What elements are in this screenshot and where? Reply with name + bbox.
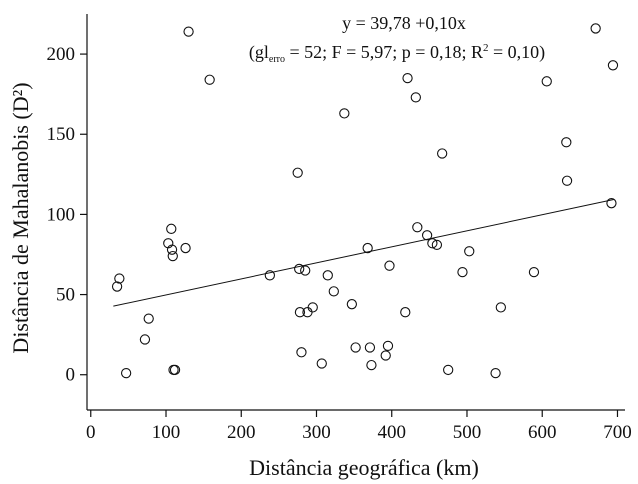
data-point <box>437 148 448 159</box>
stats-subscript: erro <box>269 54 285 65</box>
data-point <box>606 198 617 209</box>
stats-prefix: (gl <box>249 42 269 63</box>
data-point <box>120 367 132 379</box>
data-point <box>204 74 215 85</box>
data-point <box>328 286 339 297</box>
data-point <box>180 242 191 254</box>
data-point <box>464 246 475 257</box>
data-point <box>346 299 358 310</box>
x-tick-label: 600 <box>528 422 557 443</box>
y-tick-label: 0 <box>66 365 76 386</box>
data-point <box>183 26 194 37</box>
data-point <box>322 270 333 281</box>
data-point <box>264 270 275 281</box>
data-point <box>443 364 454 376</box>
data-point <box>382 340 394 352</box>
data-point <box>350 342 361 353</box>
data-point <box>163 238 174 249</box>
data-point <box>364 342 376 353</box>
data-point <box>139 334 151 345</box>
data-point <box>590 23 601 34</box>
stats-suffix: = 0,10) <box>488 42 545 63</box>
data-point <box>300 265 311 276</box>
regression-equation: y = 39,78 +0,10x <box>342 13 466 33</box>
data-point <box>431 239 443 251</box>
data-point <box>114 273 125 284</box>
data-point <box>561 175 573 186</box>
data-point <box>143 313 154 324</box>
y-tick-label: 50 <box>56 285 75 306</box>
data-point <box>607 60 619 71</box>
data-point <box>111 281 123 292</box>
data-point <box>339 108 350 119</box>
x-tick-label: 100 <box>152 422 181 443</box>
data-point <box>412 222 423 233</box>
data-point <box>166 223 177 234</box>
data-point <box>541 76 552 87</box>
data-point <box>384 260 395 271</box>
regression-stats: (glerro = 52; F = 5,97; p = 0,18; R2 = 0… <box>249 42 545 65</box>
data-point <box>561 137 572 148</box>
data-point <box>316 358 327 369</box>
data-point <box>380 350 391 361</box>
data-point <box>166 244 178 255</box>
data-point <box>362 242 373 254</box>
x-tick-label: 200 <box>227 422 256 443</box>
data-points <box>111 23 619 379</box>
data-point <box>307 302 318 313</box>
regression-line <box>113 199 614 307</box>
x-axis-ticks: 0 100 200 300 400 500 600 700 <box>86 410 632 443</box>
data-point <box>167 250 178 262</box>
data-point <box>292 167 303 178</box>
x-tick-label: 500 <box>453 422 482 443</box>
data-point <box>421 230 433 241</box>
y-tick-label: 100 <box>47 204 76 225</box>
data-point <box>294 263 305 275</box>
stats-middle: = 52; F = 5,97; p = 0,18; R <box>285 42 483 62</box>
y-tick-label: 150 <box>47 124 76 145</box>
data-point <box>296 347 307 358</box>
y-axis-title: Distância de Mahalanobis (D²) <box>8 82 33 353</box>
x-tick-label: 0 <box>86 422 96 443</box>
data-point <box>402 72 413 84</box>
x-tick-label: 400 <box>377 422 406 443</box>
y-axis-ticks: 0 50 100 150 200 <box>47 44 87 386</box>
data-point <box>169 364 181 376</box>
stats-superscript: 2 <box>483 42 489 54</box>
data-point <box>410 92 421 103</box>
data-point <box>490 367 501 379</box>
data-point <box>528 266 540 278</box>
data-point <box>366 359 377 371</box>
x-tick-label: 700 <box>603 422 632 443</box>
x-tick-label: 300 <box>302 422 331 443</box>
y-tick-label: 200 <box>47 44 76 65</box>
data-point <box>457 266 468 278</box>
data-point <box>495 302 506 313</box>
data-point <box>427 238 438 249</box>
x-axis-title: Distância geográfica (km) <box>249 455 479 480</box>
data-point <box>294 307 306 318</box>
data-point <box>400 307 411 318</box>
